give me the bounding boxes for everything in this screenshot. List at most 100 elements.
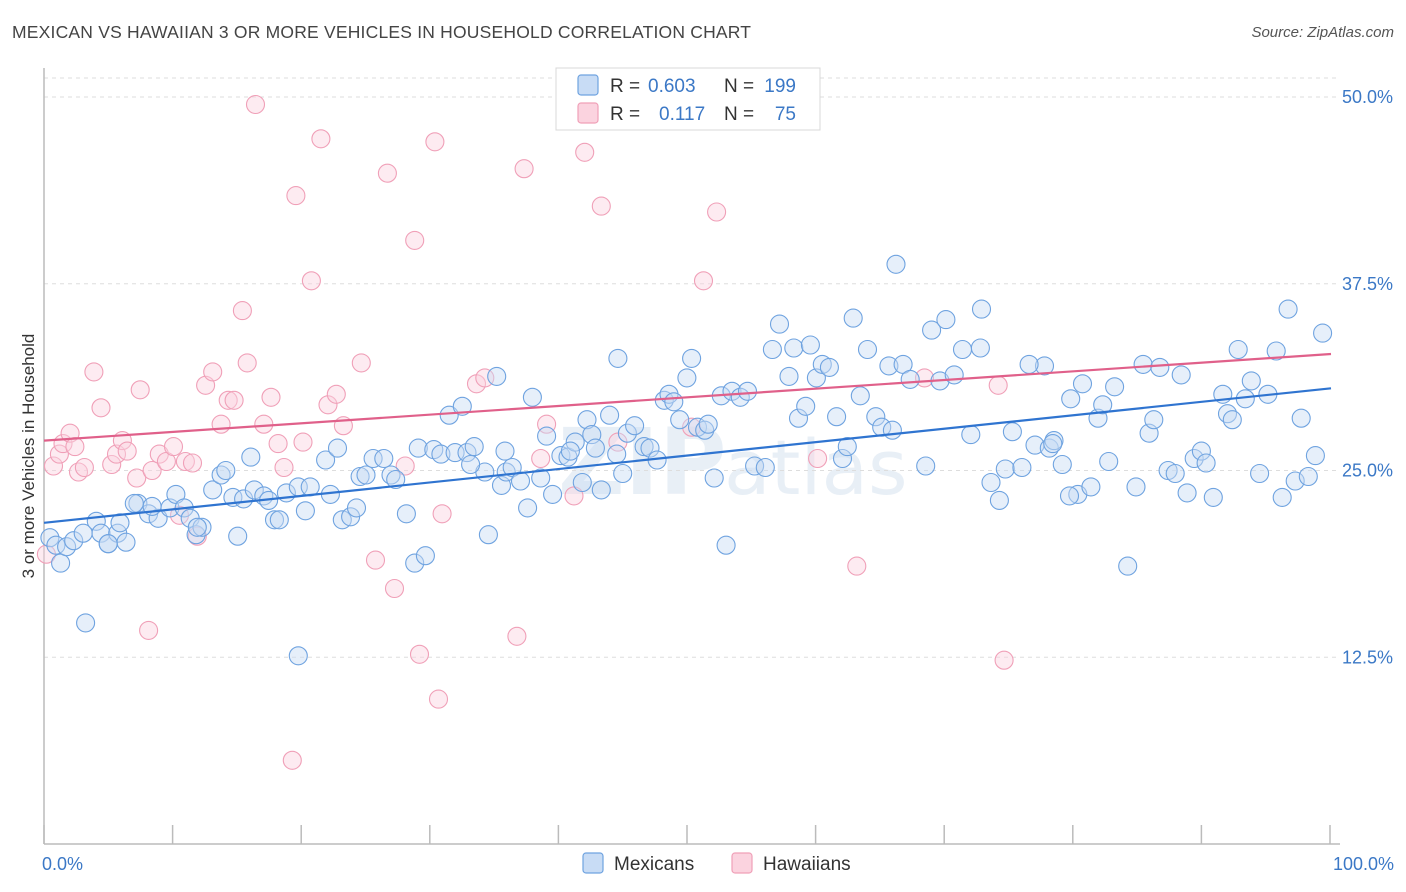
data-point-hawaiians xyxy=(84,362,104,382)
data-point-mexicans xyxy=(431,444,451,464)
x-tick-label-max: 100.0% xyxy=(1333,854,1394,874)
data-point-mexicans xyxy=(1291,408,1311,428)
data-point-mexicans xyxy=(408,438,428,458)
data-point-mexicans xyxy=(900,369,920,389)
data-point-mexicans xyxy=(356,465,376,485)
data-point-hawaiians xyxy=(988,375,1008,395)
data-point-mexicans xyxy=(916,456,936,476)
data-point-mexicans xyxy=(76,613,96,633)
data-point-mexicans xyxy=(762,339,782,360)
data-point-mexicans xyxy=(1002,422,1022,442)
data-point-mexicans xyxy=(1184,448,1204,469)
data-point-mexicans xyxy=(577,410,597,430)
data-point-mexicans xyxy=(346,498,367,518)
data-point-hawaiians xyxy=(326,384,346,404)
x-axis-ticks xyxy=(43,825,1331,844)
data-point-hawaiians xyxy=(293,432,313,452)
data-point-mexicans xyxy=(487,366,507,386)
data-point-hawaiians xyxy=(163,437,184,457)
data-point-hawaiians xyxy=(175,451,195,472)
y-tick-label: 50.0% xyxy=(1342,87,1393,107)
data-point-mexicans xyxy=(837,437,857,457)
data-point-hawaiians xyxy=(74,457,94,478)
data-point-mexicans xyxy=(879,356,899,376)
data-point-mexicans xyxy=(203,480,223,500)
data-point-hawaiians xyxy=(282,750,302,770)
data-point-hawaiians xyxy=(127,468,147,488)
data-point-mexicans xyxy=(961,425,981,445)
data-point-mexicans xyxy=(1266,341,1286,361)
y-tick-labels: 12.5% 25.0% 37.5% 50.0% xyxy=(1342,87,1393,667)
data-point-mexicans xyxy=(464,437,484,457)
data-point-mexicans xyxy=(1177,483,1197,503)
x-tick-label-min: 0.0% xyxy=(42,854,83,874)
data-point-hawaiians xyxy=(395,456,415,476)
data-point-hawaiians xyxy=(575,142,595,162)
data-point-mexicans xyxy=(543,484,563,504)
data-point-mexicans xyxy=(386,469,406,490)
data-point-mexicans xyxy=(363,448,383,469)
data-point-mexicans xyxy=(537,426,557,446)
data-point-mexicans xyxy=(405,553,425,573)
data-point-hawaiians xyxy=(428,689,449,709)
data-point-mexicans xyxy=(1222,410,1242,430)
data-point-mexicans xyxy=(565,432,585,452)
data-point-mexicans xyxy=(244,480,264,500)
data-point-mexicans xyxy=(1059,486,1080,506)
data-point-mexicans xyxy=(664,392,684,412)
data-point-mexicans xyxy=(882,420,902,440)
data-point-hawaiians xyxy=(432,504,452,524)
data-point-mexicans xyxy=(1081,477,1101,497)
data-point-hawaiians xyxy=(268,434,288,454)
data-point-hawaiians xyxy=(365,550,386,570)
data-point-mexicans xyxy=(1298,466,1318,487)
trend-lines xyxy=(43,352,1332,524)
data-point-mexicans xyxy=(779,366,799,386)
data-point-mexicans xyxy=(1272,487,1292,507)
data-point-mexicans xyxy=(1165,463,1185,484)
legend-stats: R = 0.603 N = 199 R = 0.117 N = 75 xyxy=(555,67,821,131)
data-point-mexicans xyxy=(1118,556,1138,576)
data-point-hawaiians xyxy=(507,626,527,646)
data-point-mexicans xyxy=(796,396,816,416)
data-point-hawaiians xyxy=(130,380,150,400)
data-point-mexicans xyxy=(600,405,620,425)
data-point-mexicans xyxy=(187,517,207,537)
data-point-mexicans xyxy=(922,320,942,340)
data-point-mexicans xyxy=(98,534,118,554)
data-point-mexicans xyxy=(866,407,886,427)
data-point-mexicans xyxy=(784,338,804,358)
data-point-mexicans xyxy=(843,308,863,328)
chart-title: MEXICAN VS HAWAIIAN 3 OR MORE VEHICLES I… xyxy=(12,22,752,42)
data-point-mexicans xyxy=(857,339,878,360)
data-point-mexicans xyxy=(51,553,71,573)
data-point-mexicans xyxy=(1241,371,1261,391)
data-point-mexicans xyxy=(572,472,592,493)
data-point-mexicans xyxy=(800,335,820,355)
watermark-zip: ZIP xyxy=(558,409,726,516)
data-point-mexicans xyxy=(439,405,459,425)
data-point-mexicans xyxy=(607,444,627,464)
data-point-hawaiians xyxy=(203,362,223,382)
data-point-mexicans xyxy=(737,381,758,401)
data-point-mexicans xyxy=(478,525,498,545)
data-point-mexicans xyxy=(591,480,611,500)
data-point-hawaiians xyxy=(808,448,828,469)
data-point-hawaiians xyxy=(117,441,137,461)
data-point-mexicans xyxy=(1093,395,1113,415)
y-tick-label: 37.5% xyxy=(1342,274,1393,294)
data-point-hawaiians xyxy=(286,186,306,206)
data-point-hawaiians xyxy=(318,395,338,415)
data-point-mexicans xyxy=(695,420,715,440)
data-point-mexicans xyxy=(670,410,690,430)
data-point-hawaiians xyxy=(847,556,867,576)
data-point-mexicans xyxy=(1133,354,1153,374)
data-point-hawaiians xyxy=(425,132,445,152)
data-point-mexicans xyxy=(944,365,964,385)
data-point-mexicans xyxy=(1072,374,1093,394)
y-tick-label: 12.5% xyxy=(1342,647,1393,667)
data-point-mexicans xyxy=(1019,354,1039,374)
data-point-mexicans xyxy=(1105,377,1125,397)
data-point-mexicans xyxy=(819,357,839,377)
data-point-mexicans xyxy=(374,448,394,469)
